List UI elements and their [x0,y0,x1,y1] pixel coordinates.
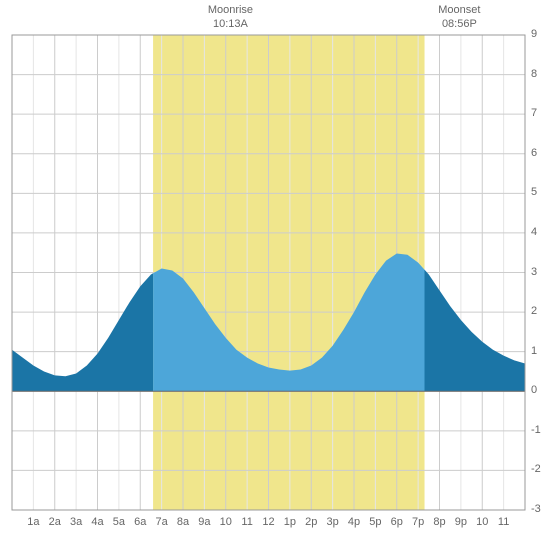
y-tick-label: 6 [531,147,537,159]
x-tick-label: 7a [153,516,171,528]
x-tick-label: 11 [495,516,513,528]
moonrise-time: 10:13A [200,17,260,31]
x-tick-label: 9a [195,516,213,528]
x-tick-label: 5p [366,516,384,528]
y-tick-label: 2 [531,305,537,317]
x-tick-label: 3p [324,516,342,528]
y-tick-label: 1 [531,345,537,357]
x-tick-label: 12 [260,516,278,528]
y-tick-label: -3 [531,503,541,515]
x-tick-label: 8p [431,516,449,528]
x-tick-label: 1a [24,516,42,528]
y-tick-label: -1 [531,424,541,436]
x-tick-label: 1p [281,516,299,528]
moonset-annotation: Moonset 08:56P [429,3,489,32]
x-tick-label: 7p [409,516,427,528]
y-tick-label: 0 [531,384,537,396]
y-tick-label: -2 [531,463,541,475]
y-tick-label: 5 [531,186,537,198]
tide-chart: Moonrise 10:13A Moonset 08:56P 1a2a3a4a5… [0,0,550,550]
moonset-label: Moonset [429,3,489,17]
x-tick-label: 4p [345,516,363,528]
chart-canvas [0,0,550,550]
x-tick-label: 4a [89,516,107,528]
x-tick-label: 8a [174,516,192,528]
x-tick-label: 9p [452,516,470,528]
x-tick-label: 2p [302,516,320,528]
x-tick-label: 5a [110,516,128,528]
x-tick-label: 6p [388,516,406,528]
moonrise-annotation: Moonrise 10:13A [200,3,260,32]
x-tick-label: 10 [217,516,235,528]
x-tick-label: 3a [67,516,85,528]
y-tick-label: 8 [531,68,537,80]
y-tick-label: 4 [531,226,537,238]
x-tick-label: 6a [131,516,149,528]
moonset-time: 08:56P [429,17,489,31]
y-tick-label: 9 [531,28,537,40]
moonrise-label: Moonrise [200,3,260,17]
x-tick-label: 2a [46,516,64,528]
y-tick-label: 3 [531,266,537,278]
y-tick-label: 7 [531,107,537,119]
x-tick-label: 10 [473,516,491,528]
x-tick-label: 11 [238,516,256,528]
